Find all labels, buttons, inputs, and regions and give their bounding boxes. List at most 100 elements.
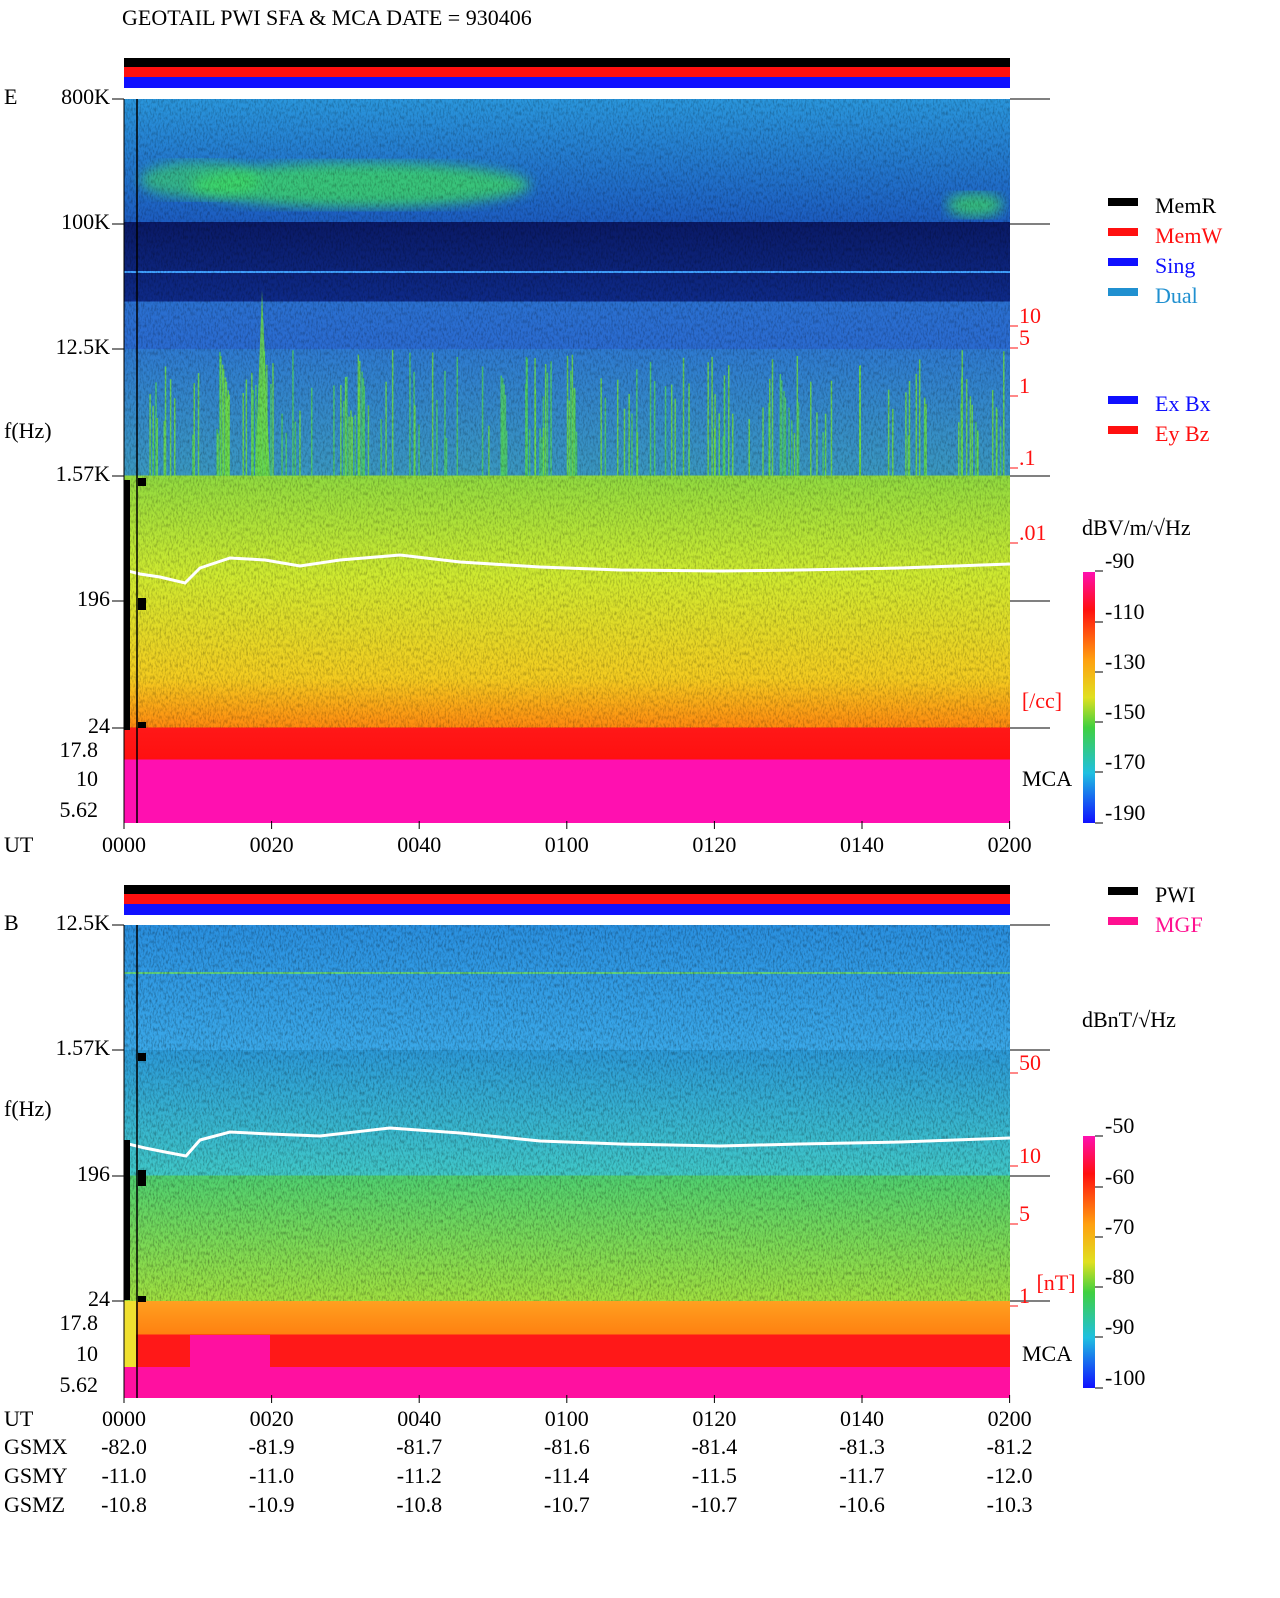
colorbar-tick-label: -110	[1105, 599, 1145, 624]
frequency-tick-label: 5.62	[60, 1372, 99, 1397]
time-tick-label: 0000	[102, 1406, 146, 1431]
orbit-value: -81.3	[839, 1434, 885, 1459]
orbit-row-label: GSMZ	[4, 1492, 65, 1517]
time-tick-label: 0120	[692, 832, 736, 857]
colorbar-title: dBnT/√Hz	[1082, 1007, 1176, 1032]
frequency-tick-label: 17.8	[60, 737, 99, 762]
orbit-value: -81.9	[249, 1434, 295, 1459]
orbit-row-label: GSMX	[4, 1434, 68, 1459]
frequency-tick-label: 12.5K	[56, 334, 111, 359]
colorbar-tick-label: -80	[1105, 1264, 1134, 1289]
orbit-value: -11.0	[101, 1463, 146, 1488]
spectrogram-b	[123, 925, 1011, 1398]
orbit-value: -11.4	[544, 1463, 589, 1488]
time-tick-label: 0200	[988, 1406, 1032, 1431]
colorbar-tick-label: -170	[1105, 749, 1145, 774]
colorbar-tick-label: -150	[1105, 699, 1145, 724]
time-tick-label: 0100	[545, 832, 589, 857]
time-tick-label: 0020	[250, 1406, 294, 1431]
colorbar-tick-label: -90	[1105, 548, 1134, 573]
orbit-value: -10.8	[101, 1492, 147, 1517]
orbit-value: -11.0	[249, 1463, 294, 1488]
frequency-tick-label: 800K	[61, 84, 110, 109]
density-tick-label: 10	[1019, 1143, 1041, 1168]
time-tick-label: 0040	[397, 1406, 441, 1431]
time-tick-label: 0140	[840, 1406, 884, 1431]
legend-swatch	[1108, 258, 1138, 266]
colorbar-tick-label: -130	[1105, 649, 1145, 674]
legend-label: MemW	[1155, 223, 1222, 248]
orbit-row-label: GSMY	[4, 1463, 68, 1488]
orbit-value: -81.7	[396, 1434, 442, 1459]
legend-label: MGF	[1155, 912, 1203, 937]
colorbar-b	[1083, 1136, 1095, 1388]
mca-label: MCA	[1022, 1341, 1072, 1366]
legend-swatch	[1108, 198, 1138, 206]
orbit-value: -11.7	[839, 1463, 884, 1488]
orbit-value: -81.6	[544, 1434, 590, 1459]
frequency-tick-label: 196	[77, 586, 110, 611]
title: GEOTAIL PWI SFA & MCA DATE = 930406	[122, 5, 532, 30]
density-unit: [nT]	[1036, 1270, 1075, 1295]
legend-label: PWI	[1155, 882, 1195, 907]
orbit-value: -10.8	[396, 1492, 442, 1517]
orbit-value: -10.6	[839, 1492, 885, 1517]
orbit-value: -82.0	[101, 1434, 147, 1459]
time-tick-label: 0120	[692, 1406, 736, 1431]
density-tick-label: 50	[1019, 1050, 1041, 1075]
orbit-value: -10.3	[987, 1492, 1033, 1517]
legend-label: MemR	[1155, 193, 1216, 218]
frequency-tick-label: 1.57K	[56, 461, 111, 486]
colorbar-tick-label: -100	[1105, 1365, 1145, 1390]
time-tick-label: 0140	[840, 832, 884, 857]
time-axis-label: UT	[4, 832, 34, 857]
orbit-value: -10.9	[249, 1492, 295, 1517]
time-tick-label: 0000	[102, 832, 146, 857]
density-tick-label: 5	[1019, 325, 1030, 350]
orbit-value: -81.4	[691, 1434, 737, 1459]
frequency-axis-label: f(Hz)	[4, 418, 52, 443]
legend-label: Ex Bx	[1155, 391, 1211, 416]
legend-swatch	[1108, 426, 1138, 434]
legend-label: Ey Bz	[1155, 421, 1210, 446]
legend-swatch	[1108, 887, 1138, 895]
density-tick-label: 10	[1019, 303, 1041, 328]
orbit-value: -81.2	[987, 1434, 1033, 1459]
orbit-value: -10.7	[691, 1492, 737, 1517]
density-unit: [/cc]	[1022, 688, 1062, 713]
legend-label: Dual	[1155, 283, 1198, 308]
density-tick-label: 5	[1019, 1201, 1030, 1226]
frequency-tick-label: 1.57K	[56, 1035, 111, 1060]
time-axis-label: UT	[4, 1406, 34, 1431]
density-tick-label: 1	[1019, 1283, 1030, 1308]
time-tick-label: 0200	[988, 832, 1032, 857]
orbit-value: -10.7	[544, 1492, 590, 1517]
legend-swatch	[1108, 917, 1138, 925]
colorbar-tick-label: -190	[1105, 800, 1145, 825]
frequency-tick-label: 196	[77, 1161, 110, 1186]
time-tick-label: 0040	[397, 832, 441, 857]
status-bars-e	[124, 58, 1010, 88]
orbit-value: -12.0	[987, 1463, 1033, 1488]
frequency-tick-label: 10	[76, 1341, 98, 1366]
orbit-value: -11.5	[692, 1463, 737, 1488]
frequency-tick-label: 24	[88, 713, 110, 738]
component-label: B	[4, 910, 19, 935]
frequency-tick-label: 5.62	[60, 797, 99, 822]
status-bars-b	[124, 885, 1010, 915]
density-tick-label: .1	[1019, 445, 1036, 470]
frequency-tick-label: 100K	[61, 209, 110, 234]
legend-swatch	[1108, 396, 1138, 404]
legend-swatch	[1108, 228, 1138, 236]
component-label: E	[4, 84, 17, 109]
time-tick-label: 0020	[250, 832, 294, 857]
mca-label: MCA	[1022, 766, 1072, 791]
colorbar-tick-label: -60	[1105, 1164, 1134, 1189]
spectrogram-e	[123, 99, 1011, 823]
colorbar-e	[1083, 572, 1095, 823]
legend-label: Sing	[1155, 253, 1195, 278]
density-tick-label: 1	[1019, 373, 1030, 398]
